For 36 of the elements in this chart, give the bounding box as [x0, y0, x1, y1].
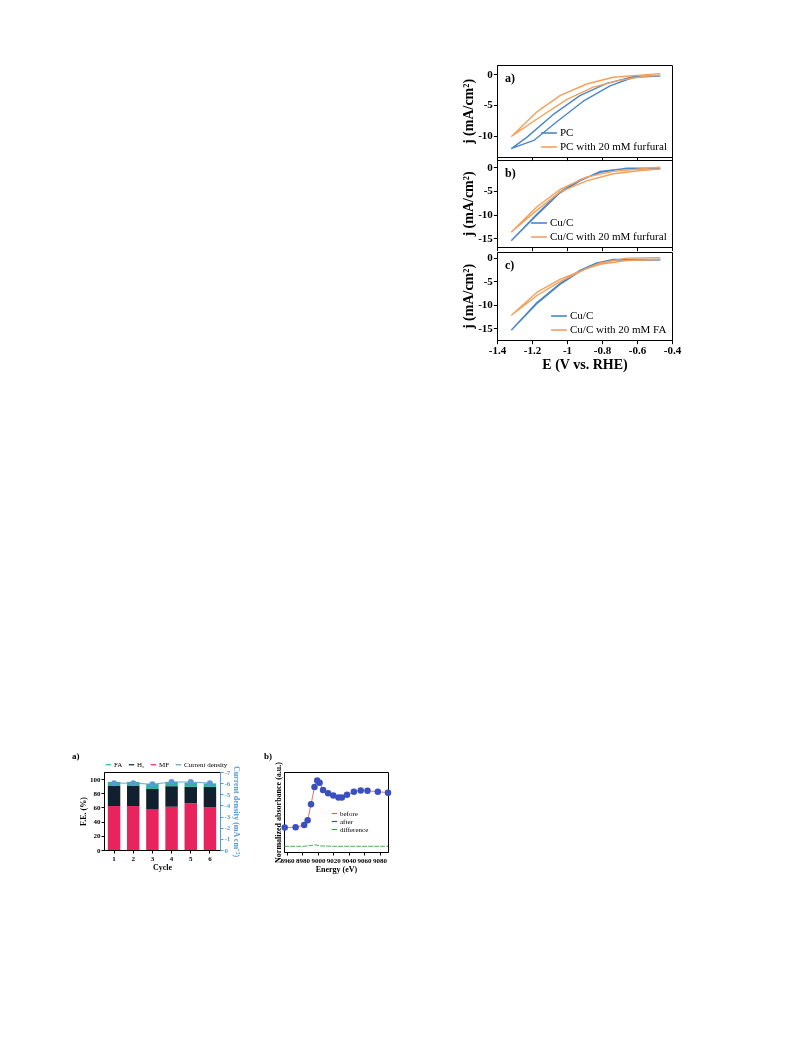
- x-tick-label: -0.6: [628, 344, 647, 357]
- x-tick-label: -1: [562, 344, 573, 357]
- y-tick-label: -15: [478, 231, 494, 244]
- x-tick-label: -1.2: [523, 344, 542, 357]
- legend-label: Cu/C: [570, 309, 594, 321]
- annotation: b): [505, 166, 516, 180]
- legend-label: PC with 20 mM furfural: [560, 140, 667, 152]
- y-tick-label: -5: [483, 184, 494, 197]
- y-axis-title: j (mA/cm²): [461, 263, 478, 331]
- x-axis-title: Cycle: [152, 862, 173, 872]
- y-axis-title: j (mA/cm²): [461, 78, 478, 146]
- y-tick-label: -10: [478, 129, 494, 142]
- x-axis-title: E (V vs. RHE): [542, 357, 628, 374]
- y-tick-label: -10: [478, 208, 494, 221]
- y2-axis-title: Current density (mA cm⁻²): [232, 765, 242, 858]
- x-tick-label: -1.4: [488, 344, 507, 357]
- y-tick-label: -5: [483, 274, 494, 287]
- annotation: c): [505, 258, 515, 272]
- y-tick-label: 0: [487, 251, 494, 264]
- y-tick-label: -5: [483, 98, 494, 111]
- y-tick-label: -10: [478, 298, 494, 311]
- annotation: a): [505, 71, 515, 85]
- legend-label: Cu/C with 20 mM furfural: [550, 230, 667, 242]
- y-tick-label: 0: [487, 67, 494, 80]
- y-tick-label: 0: [487, 160, 494, 173]
- y-axis-title: j (mA/cm²): [461, 171, 478, 238]
- x-axis-title: Energy (eV): [315, 864, 358, 874]
- x-tick-label: -0.4: [663, 344, 682, 357]
- legend-label: Cu/C: [550, 216, 574, 228]
- legend-label: PC: [560, 126, 574, 138]
- text: b): [264, 751, 273, 761]
- legend-label: Cu/C with 20 mM FA: [570, 323, 667, 335]
- y-axis-title: F.E. (%): [79, 796, 88, 826]
- y-tick-label: -15: [478, 321, 494, 334]
- x-tick-label: -0.8: [593, 344, 612, 357]
- text: a): [72, 751, 80, 761]
